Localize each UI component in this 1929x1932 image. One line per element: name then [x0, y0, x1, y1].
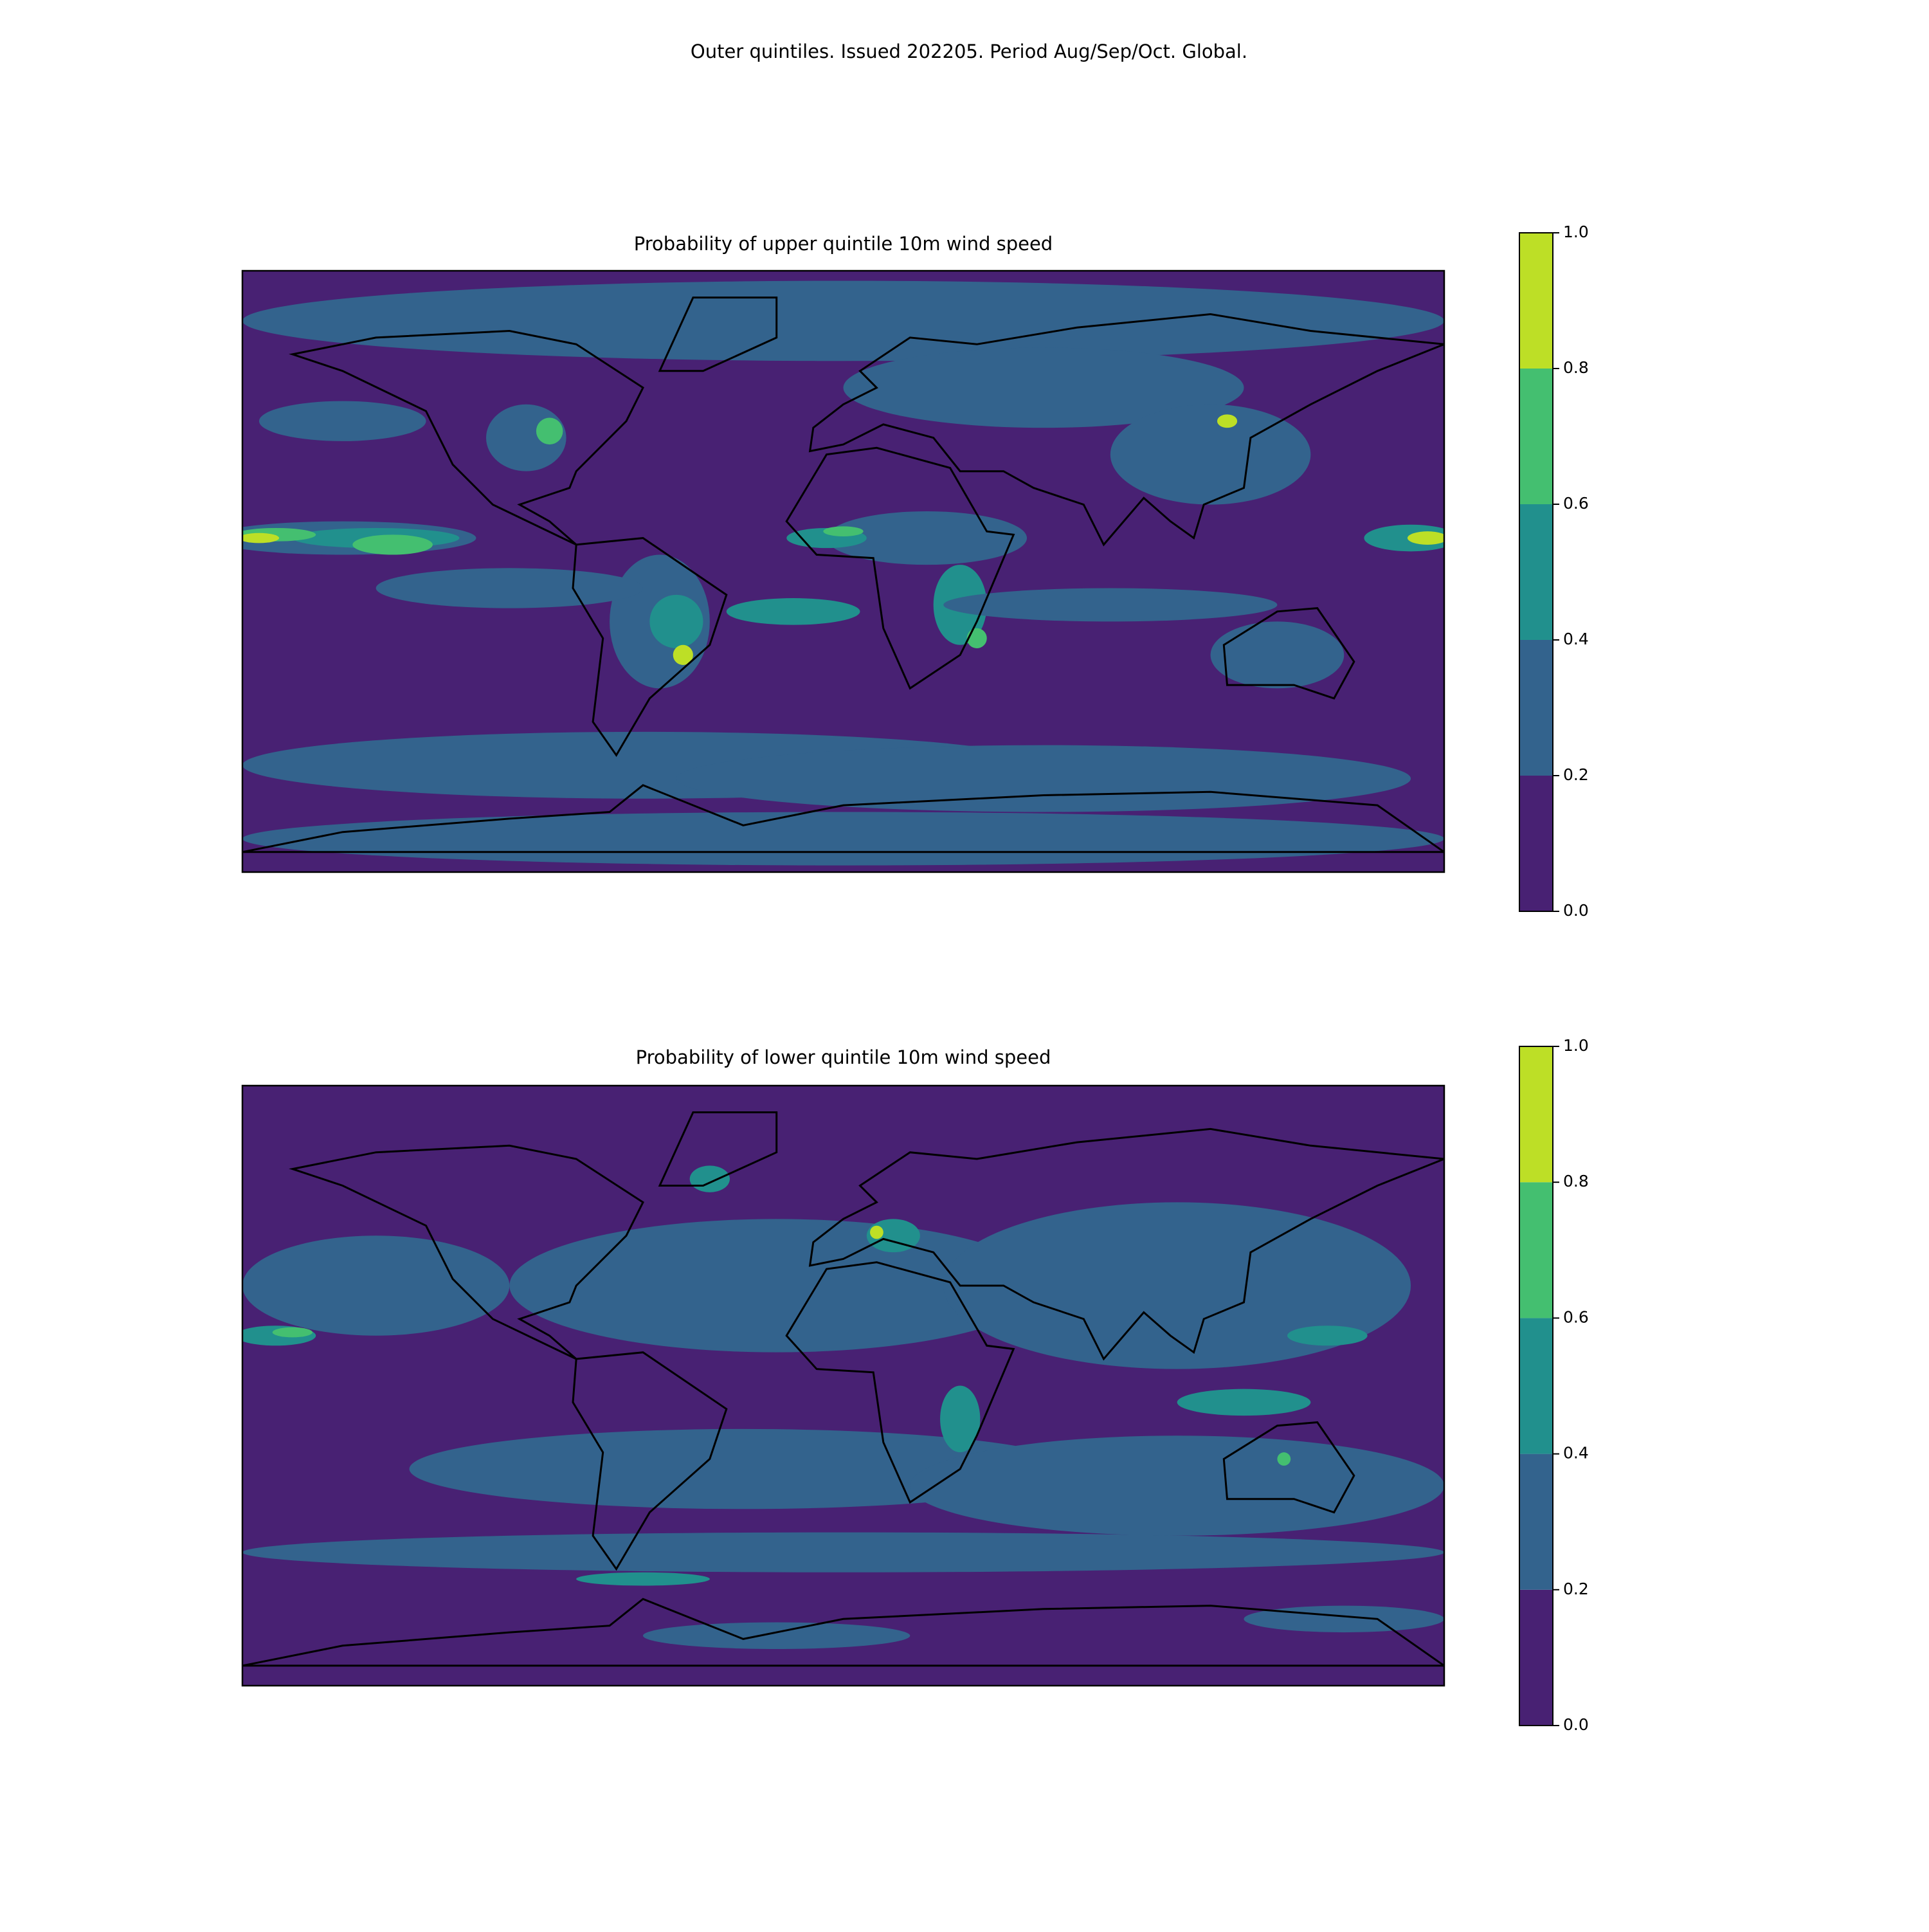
field-region	[826, 511, 1028, 565]
panel-title: Probability of upper quintile 10m wind s…	[634, 233, 1053, 255]
coastline	[242, 1598, 1444, 1667]
field-region	[676, 745, 1411, 812]
field-region	[870, 1225, 883, 1239]
coastline	[658, 296, 778, 372]
colorbar-tick-label: 0.6	[1563, 494, 1589, 513]
colorbar-segment	[1519, 369, 1553, 504]
map-frame	[241, 1084, 1445, 1687]
colorbar-segment	[1519, 504, 1553, 640]
field-region	[843, 347, 1244, 428]
colorbar-segment	[1519, 1046, 1553, 1183]
field-region	[673, 644, 693, 665]
field-region	[376, 568, 643, 608]
field-region	[576, 1572, 710, 1586]
field-region	[1407, 531, 1444, 545]
colorbar-frame	[1519, 232, 1553, 912]
field-region	[642, 1622, 910, 1649]
coastline	[1222, 607, 1355, 700]
colorbar-tick-label: 1.0	[1563, 223, 1589, 241]
coastline	[808, 1127, 1444, 1361]
map-background	[242, 1086, 1444, 1686]
field-region	[272, 1327, 313, 1338]
colorbar-tick-label: 0.6	[1563, 1308, 1589, 1326]
field-region	[649, 594, 703, 648]
coastline	[1222, 1421, 1355, 1514]
field-region	[258, 401, 426, 441]
field-region	[1287, 1326, 1368, 1346]
field-region	[940, 1385, 981, 1453]
field-region	[1210, 621, 1345, 689]
coastline	[242, 784, 1444, 853]
field-region	[689, 1165, 730, 1192]
field-region	[352, 534, 433, 555]
colorbar-frame	[1519, 1046, 1553, 1726]
field-region	[242, 1235, 510, 1336]
map-frame	[241, 269, 1445, 873]
field-region	[910, 1435, 1444, 1536]
coastline	[808, 313, 1444, 547]
coastline	[289, 329, 644, 546]
colorbar-tick-label: 0.0	[1563, 901, 1589, 920]
colorbar-tick-label: 0.4	[1563, 630, 1589, 648]
coastline	[658, 1111, 778, 1187]
field-region	[1364, 524, 1444, 552]
coastline	[785, 1261, 1015, 1504]
colorbar-segment	[1519, 1589, 1553, 1726]
colorbar-segment	[1519, 1182, 1553, 1318]
coastline	[785, 446, 1015, 690]
field-region	[943, 588, 1278, 622]
colorbar-tick-label: 0.8	[1563, 1172, 1589, 1190]
field-region	[242, 1532, 1444, 1572]
coastline	[572, 537, 728, 757]
colorbar-tick-label: 0.0	[1563, 1715, 1589, 1734]
field-region	[1177, 1389, 1311, 1416]
colorbar-tick-label: 0.2	[1563, 1580, 1589, 1598]
colorbar-tick-label: 0.2	[1563, 765, 1589, 784]
colorbar-segment	[1519, 1318, 1553, 1454]
coastline	[289, 1144, 644, 1360]
field-region	[966, 628, 987, 648]
coastline	[572, 1351, 728, 1571]
field-region	[409, 1428, 1077, 1509]
field-region	[823, 526, 864, 536]
field-region	[943, 1202, 1411, 1369]
field-region	[1217, 414, 1238, 428]
field-region	[536, 417, 563, 445]
field-region	[242, 533, 280, 543]
field-region	[242, 280, 1444, 361]
colorbar-segment	[1519, 1454, 1553, 1590]
map	[242, 271, 1444, 872]
field-region	[509, 1219, 1044, 1353]
map	[242, 1086, 1444, 1686]
field-region	[242, 812, 1444, 866]
colorbar-segment	[1519, 776, 1553, 911]
panel-title: Probability of lower quintile 10m wind s…	[636, 1046, 1051, 1068]
colorbar-segment	[1519, 640, 1553, 776]
figure-title: Outer quintiles. Issued 202205. Period A…	[691, 41, 1247, 62]
colorbar-tick-label: 0.8	[1563, 358, 1589, 377]
field-region	[1110, 404, 1311, 505]
colorbar-segment	[1519, 233, 1553, 369]
field-region	[726, 598, 860, 625]
colorbar-tick-label: 1.0	[1563, 1036, 1589, 1055]
field-region	[1244, 1605, 1444, 1633]
field-region	[1277, 1452, 1291, 1466]
colorbar-tick-label: 0.4	[1563, 1444, 1589, 1463]
